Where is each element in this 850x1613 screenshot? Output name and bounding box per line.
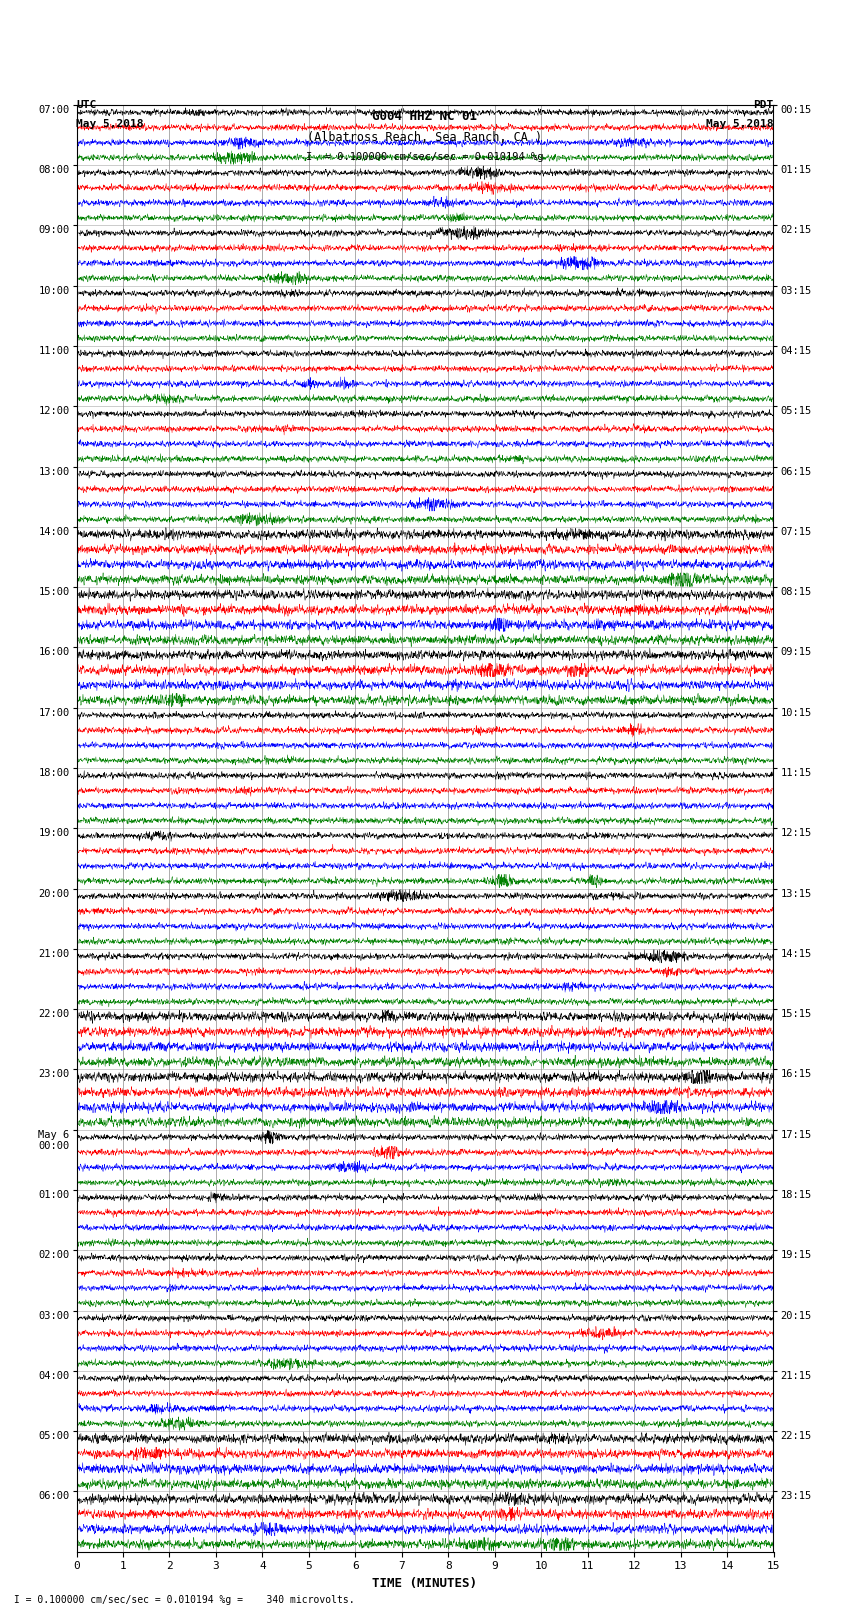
Text: (Albatross Reach, Sea Ranch, CA ): (Albatross Reach, Sea Ranch, CA ) bbox=[308, 131, 542, 144]
X-axis label: TIME (MINUTES): TIME (MINUTES) bbox=[372, 1578, 478, 1590]
Text: I  = 0.100000 cm/sec/sec = 0.010194 %g: I = 0.100000 cm/sec/sec = 0.010194 %g bbox=[306, 152, 544, 161]
Text: UTC: UTC bbox=[76, 100, 97, 110]
Text: I = 0.100000 cm/sec/sec = 0.010194 %g =    340 microvolts.: I = 0.100000 cm/sec/sec = 0.010194 %g = … bbox=[8, 1595, 355, 1605]
Text: PDT: PDT bbox=[753, 100, 774, 110]
Text: G004 HHZ NC 01: G004 HHZ NC 01 bbox=[372, 110, 478, 123]
Text: May 5,2018: May 5,2018 bbox=[706, 119, 774, 129]
Text: May 5,2018: May 5,2018 bbox=[76, 119, 144, 129]
